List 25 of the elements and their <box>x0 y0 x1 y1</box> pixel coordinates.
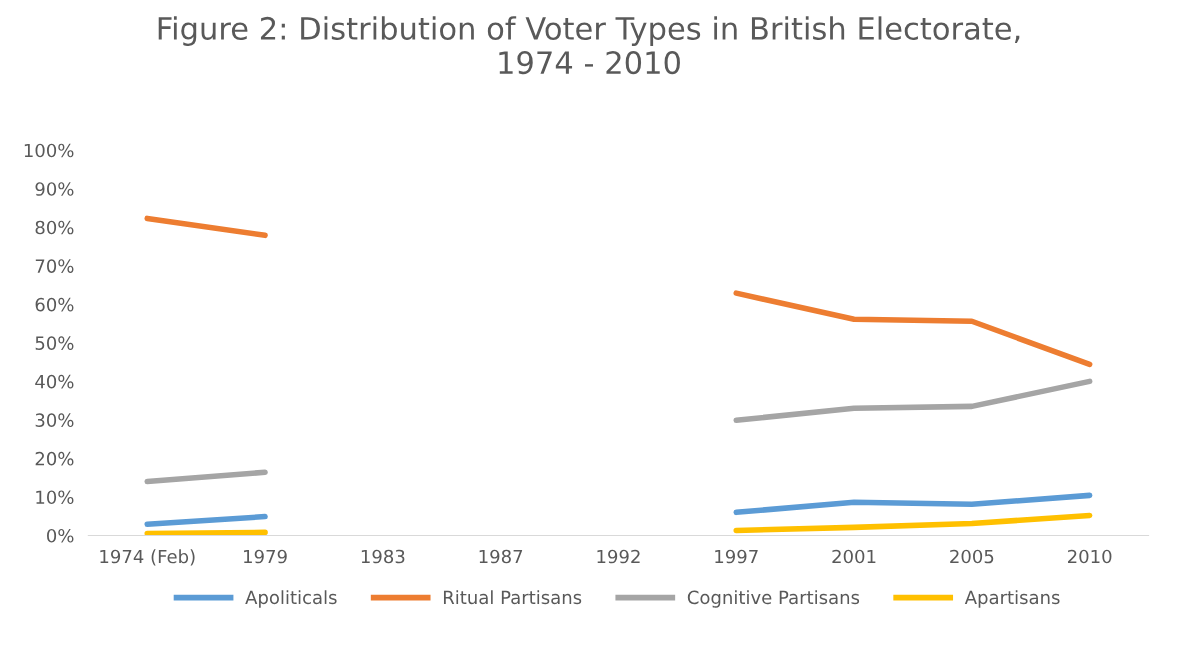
x-tick-label: 1979 <box>244 549 287 564</box>
y-tick-label: 30% <box>35 413 74 427</box>
y-tick-label: 10% <box>36 490 74 505</box>
y-tick-label: 100% <box>24 143 74 158</box>
legend-label: Ritual Partisans <box>443 590 582 605</box>
x-tick-label: 2005 <box>950 549 994 564</box>
legend-label: Apoliticals <box>245 590 337 608</box>
y-tick-label: 0% <box>47 528 74 543</box>
y-tick-label: 60% <box>35 297 74 312</box>
y-tick-label: 50% <box>35 336 74 350</box>
y-tick-label: 40% <box>35 374 74 389</box>
y-tick-label: 70% <box>35 259 74 273</box>
x-tick-label: 1987 <box>479 549 523 564</box>
x-tick-label: 1997 <box>715 549 758 564</box>
legend-label: Cognitive Partisans <box>687 590 860 608</box>
x-tick-label: 2001 <box>832 549 876 564</box>
y-tick-label: 90% <box>35 182 74 196</box>
x-tick-label: 1974 (Feb) <box>100 549 195 566</box>
legend-label: Apartisans <box>964 590 1060 608</box>
x-tick-label: 1983 <box>361 549 405 564</box>
x-tick-label: 1992 <box>597 549 640 564</box>
y-tick-label: 20% <box>35 451 74 466</box>
y-tick-label: 80% <box>35 220 74 235</box>
chart-title: Figure 2: Distribution of Voter Types in British Electorate, 1974 - 2010 <box>158 16 1020 75</box>
x-tick-label: 2010 <box>1068 549 1112 564</box>
